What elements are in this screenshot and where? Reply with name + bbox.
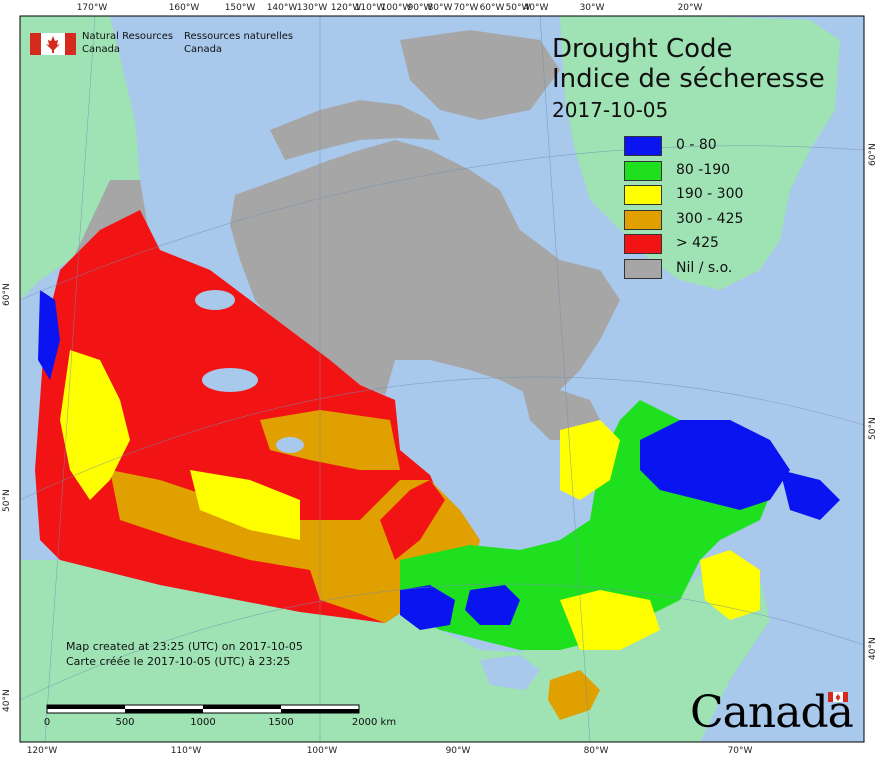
tick-label: 120°W bbox=[26, 746, 58, 756]
map-credit: Map created at 23:25 (UTC) on 2017-10-05… bbox=[66, 639, 303, 669]
tick-label: 20°W bbox=[677, 3, 703, 13]
arctic-islands-north bbox=[270, 100, 440, 160]
legend-swatch bbox=[624, 234, 662, 254]
map-border bbox=[19, 15, 865, 743]
scale-label: 1000 bbox=[190, 717, 216, 728]
canada-flag-icon bbox=[30, 33, 76, 55]
scale-bar: 0 500 1000 1500 2000 km bbox=[43, 704, 396, 734]
tick-label: 110°W bbox=[170, 746, 202, 756]
legend-swatch bbox=[624, 160, 662, 181]
credit-english: Map created at 23:25 (UTC) on 2017-10-05 bbox=[66, 640, 303, 653]
tick-label: 60°N bbox=[2, 283, 12, 306]
tick-label: 50°W bbox=[505, 3, 531, 13]
legend-label: 80 -190 bbox=[676, 161, 731, 178]
wordmark-flag-icon bbox=[828, 692, 848, 702]
quebec-yellow bbox=[560, 420, 620, 500]
canada-wordmark: Canada bbox=[690, 690, 860, 736]
southern-ontario-orange bbox=[548, 670, 600, 720]
canada-wordmark-text: Canada bbox=[690, 687, 854, 738]
tick-label: 40°W bbox=[523, 3, 549, 13]
newfoundland-blue bbox=[780, 470, 840, 520]
tick-label: 60°W bbox=[479, 3, 505, 13]
legend-label: 190 - 300 bbox=[676, 186, 744, 202]
legend-swatch bbox=[624, 209, 662, 230]
legend-swatch bbox=[624, 258, 662, 279]
title-date: 2017-10-05 bbox=[552, 98, 669, 122]
ontario-blue-east bbox=[465, 585, 520, 625]
alaska-land bbox=[20, 16, 140, 300]
coast-blue bbox=[38, 290, 60, 380]
legend-label: 300 - 425 bbox=[676, 210, 744, 227]
credit-french: Carte créée le 2017-10-05 (UTC) à 23:25 bbox=[66, 655, 291, 668]
tick-label: 150°W bbox=[224, 3, 256, 13]
map-title: Drought Code Indice de sécheresse 2017-1… bbox=[552, 34, 825, 124]
tick-label: 120°W bbox=[330, 3, 362, 13]
ontario-blue-west bbox=[400, 585, 455, 630]
title-english: Drought Code bbox=[552, 34, 733, 64]
prairie-yellow bbox=[190, 470, 300, 540]
tick-label: 100°W bbox=[380, 3, 412, 13]
legend-swatch bbox=[624, 185, 662, 205]
st-lawrence-yellow bbox=[560, 590, 660, 650]
scale-label: 1500 bbox=[268, 717, 294, 728]
ellesmere-island bbox=[400, 30, 560, 120]
tick-label: 140°W bbox=[266, 3, 298, 13]
scale-label: 2000 km bbox=[351, 717, 397, 728]
tick-label: 90°W bbox=[445, 746, 471, 756]
central-orange bbox=[260, 410, 400, 470]
scale-label: 500 bbox=[115, 717, 135, 728]
legend-label: 0 - 80 bbox=[676, 137, 717, 153]
agency-en-line2: Canada bbox=[82, 44, 121, 55]
tick-label: 70°W bbox=[453, 3, 479, 13]
tick-label: 100°W bbox=[306, 746, 338, 756]
legend-label: > 425 bbox=[676, 235, 719, 251]
tick-label: 60°N bbox=[868, 143, 878, 166]
graticule-lines bbox=[19, 15, 865, 743]
tick-label: 130°W bbox=[296, 3, 328, 13]
agency-name-fr: Ressources naturelles Canada bbox=[184, 30, 293, 56]
tick-label: 80°W bbox=[583, 746, 609, 756]
tick-label: 160°W bbox=[168, 3, 200, 13]
tick-label: 50°N bbox=[2, 489, 12, 512]
title-french: Indice de sécheresse bbox=[552, 64, 825, 94]
scale-label: 0 bbox=[43, 717, 51, 728]
great-slave-lake bbox=[202, 368, 258, 392]
ontario-red bbox=[380, 480, 445, 560]
tick-label: 170°W bbox=[76, 3, 108, 13]
scale-bar-graphic bbox=[46, 704, 360, 714]
tick-label: 90°W bbox=[407, 3, 433, 13]
tick-label: 50°N bbox=[868, 417, 878, 440]
agency-fr-line1: Ressources naturelles bbox=[184, 31, 294, 42]
legend-label: Nil / s.o. bbox=[676, 259, 733, 276]
agency-name-en: Natural Resources Canada bbox=[82, 30, 173, 56]
arctic-archipelago bbox=[230, 140, 620, 395]
labrador-blue bbox=[640, 420, 790, 510]
great-lakes bbox=[480, 655, 540, 690]
tick-label: 40°N bbox=[2, 689, 12, 712]
tick-label: 40°N bbox=[868, 637, 878, 660]
bc-yellow bbox=[60, 350, 130, 500]
tick-label: 110°W bbox=[354, 3, 386, 13]
tick-label: 80°W bbox=[427, 3, 453, 13]
agency-fr-line2: Canada bbox=[184, 44, 223, 55]
legend-swatch bbox=[624, 136, 662, 156]
lake-athabasca bbox=[276, 437, 304, 453]
tick-label: 70°W bbox=[727, 746, 753, 756]
maritimes-yellow bbox=[700, 550, 760, 620]
tick-label: 30°W bbox=[579, 3, 605, 13]
agency-en-line1: Natural Resources bbox=[82, 31, 174, 42]
great-bear-lake bbox=[195, 290, 235, 310]
